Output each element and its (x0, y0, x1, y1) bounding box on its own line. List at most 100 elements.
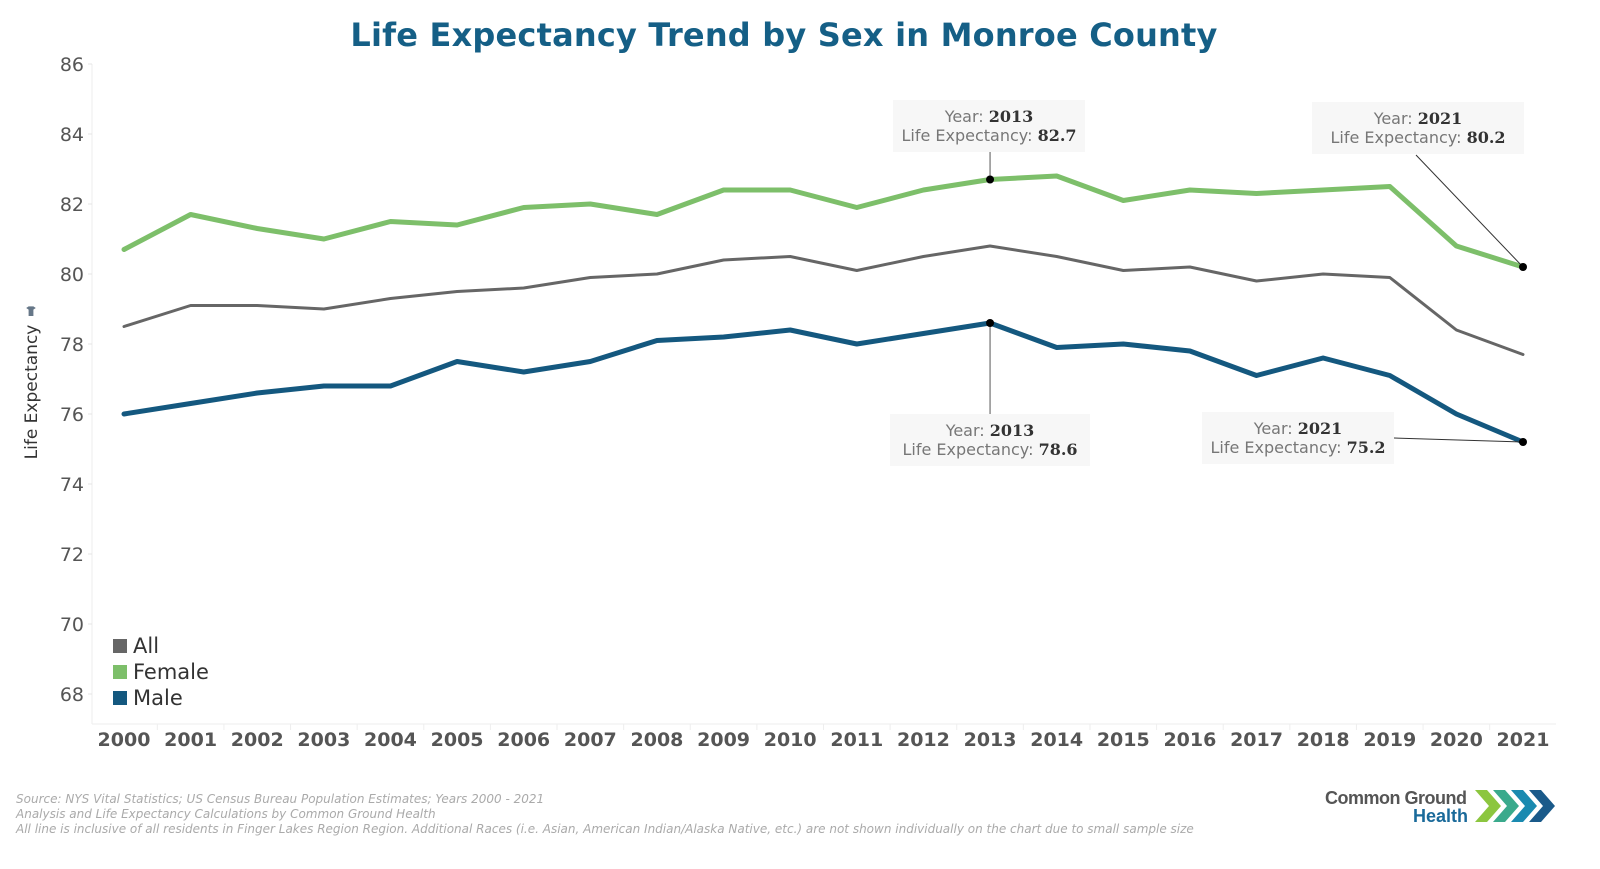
annotation-value-key: Life Expectancy: (1210, 438, 1346, 457)
y-tick-label: 80 (60, 264, 84, 286)
annotation-year-value: 2021 (1298, 419, 1343, 438)
chart-title: Life Expectancy Trend by Sex in Monroe C… (350, 16, 1218, 54)
x-tick-label: 2005 (431, 729, 484, 751)
legend-item-male: Male (113, 686, 183, 710)
x-tick-label: 2006 (497, 729, 550, 751)
x-tick-label: 2000 (98, 729, 151, 751)
x-tick-label: 2001 (164, 729, 217, 751)
x-tick-label: 2015 (1097, 729, 1150, 751)
y-tick-label: 74 (60, 474, 84, 496)
annotation-box (1312, 102, 1524, 154)
logo-chevron (1511, 790, 1537, 822)
legend-label: Female (133, 660, 209, 684)
annotation-value-key: Life Expectancy: (901, 126, 1037, 145)
x-tick-label: 2020 (1430, 729, 1483, 751)
y-tick-label: 72 (60, 544, 84, 566)
annotation-value: 75.2 (1347, 438, 1386, 457)
axes: 68 70 72 74 76 78 80 82 84 86 2000 2001 2002 2003 2004… (22, 54, 1556, 751)
x-tick-label: 2010 (764, 729, 817, 751)
legend-label: All (133, 634, 159, 658)
series-lines (121, 173, 1526, 445)
annotation-box (890, 414, 1090, 466)
logo-chevron (1529, 790, 1555, 822)
annotation-value-line: Life Expectancy: 80.2 (1330, 128, 1505, 147)
disclaimer-note: All line is inclusive of all residents i… (16, 822, 1194, 836)
annotation-box (1202, 412, 1394, 464)
annotation-point (1519, 263, 1527, 271)
annotation-year-line: Year: 2021 (1253, 419, 1343, 438)
x-tick-label: 2012 (897, 729, 950, 751)
logo-chevron (1493, 790, 1519, 822)
x-tick-label: 2004 (364, 729, 417, 751)
analysis-note: Analysis and Life Expectancy Calculation… (16, 807, 436, 821)
pin-icon (26, 306, 36, 317)
y-tick-label: 84 (60, 124, 84, 146)
annotation-value: 82.7 (1038, 126, 1077, 145)
chevrons-icon (1475, 790, 1555, 822)
x-tick-label: 2014 (1030, 729, 1083, 751)
annotation-year-key: Year: (1253, 419, 1298, 438)
x-tick-label: 2003 (297, 729, 350, 751)
annotation-value-line: Life Expectancy: 78.6 (902, 440, 1077, 459)
y-tick-label: 86 (60, 54, 84, 76)
annotation-year-value: 2013 (989, 107, 1034, 126)
annotation-year-line: Year: 2021 (1373, 109, 1463, 128)
series-line-male (121, 320, 1526, 445)
annotation-point (1519, 438, 1527, 446)
annotation-year-key: Year: (945, 421, 990, 440)
y-tick-label: 82 (60, 194, 84, 216)
legend-item-female: Female (113, 660, 209, 684)
legend-swatch (113, 665, 127, 679)
logo-text-line2: Health (1413, 806, 1469, 826)
source-note: Source: NYS Vital Statistics; US Census … (16, 792, 545, 806)
common-ground-health-logo: Common Ground Health (1325, 788, 1565, 828)
annotation-year-line: Year: 2013 (944, 107, 1034, 126)
series-line-all (122, 244, 1525, 356)
annotation-value: 80.2 (1467, 128, 1506, 147)
annotation-year-value: 2021 (1418, 109, 1463, 128)
y-tick-label: 76 (60, 404, 84, 426)
legend-label: Male (133, 686, 183, 710)
legend-swatch (113, 691, 127, 705)
annotation-year-line: Year: 2013 (945, 421, 1035, 440)
y-tick-label: 78 (60, 334, 84, 356)
annotation-point (986, 175, 995, 184)
x-tick-label: 2016 (1163, 729, 1216, 751)
annotation-box (893, 100, 1085, 152)
legend-item-all: All (113, 634, 159, 658)
logo-chevron (1475, 790, 1501, 822)
annotation-year-key: Year: (944, 107, 989, 126)
x-tick-label: 2018 (1297, 729, 1350, 751)
line-chart: 68 70 72 74 76 78 80 82 84 86 2000 2001 2002 2003 2004… (22, 54, 1556, 751)
annotation-point (986, 319, 995, 327)
annotation-value-key: Life Expectancy: (1330, 128, 1466, 147)
y-tick-label: 68 (60, 684, 84, 706)
x-tick-label: 2017 (1230, 729, 1283, 751)
y-tick-label: 70 (60, 614, 84, 636)
annotation-year-key: Year: (1373, 109, 1418, 128)
annotation-value: 78.6 (1039, 440, 1078, 459)
annotation-connector (1393, 437, 1524, 443)
series-line-female (121, 173, 1526, 270)
y-axis-title: Life Expectancy (22, 325, 42, 460)
annotation-year-value: 2013 (990, 421, 1035, 440)
x-tick-label: 2007 (564, 729, 617, 751)
x-tick-label: 2013 (964, 729, 1017, 751)
annotation-value-line: Life Expectancy: 75.2 (1210, 438, 1385, 457)
x-tick-label: 2002 (231, 729, 284, 751)
x-tick-label: 2011 (830, 729, 883, 751)
legend-swatch (113, 639, 127, 653)
x-tick-label: 2021 (1497, 729, 1550, 751)
annotation-value-line: Life Expectancy: 82.7 (901, 126, 1076, 145)
logo-text-line1: Common Ground (1325, 788, 1467, 808)
footer-notes: Source: NYS Vital Statistics; US Census … (16, 792, 1194, 837)
x-tick-label: 2008 (631, 729, 684, 751)
annotation-value-key: Life Expectancy: (902, 440, 1038, 459)
x-tick-label: 2019 (1363, 729, 1416, 751)
